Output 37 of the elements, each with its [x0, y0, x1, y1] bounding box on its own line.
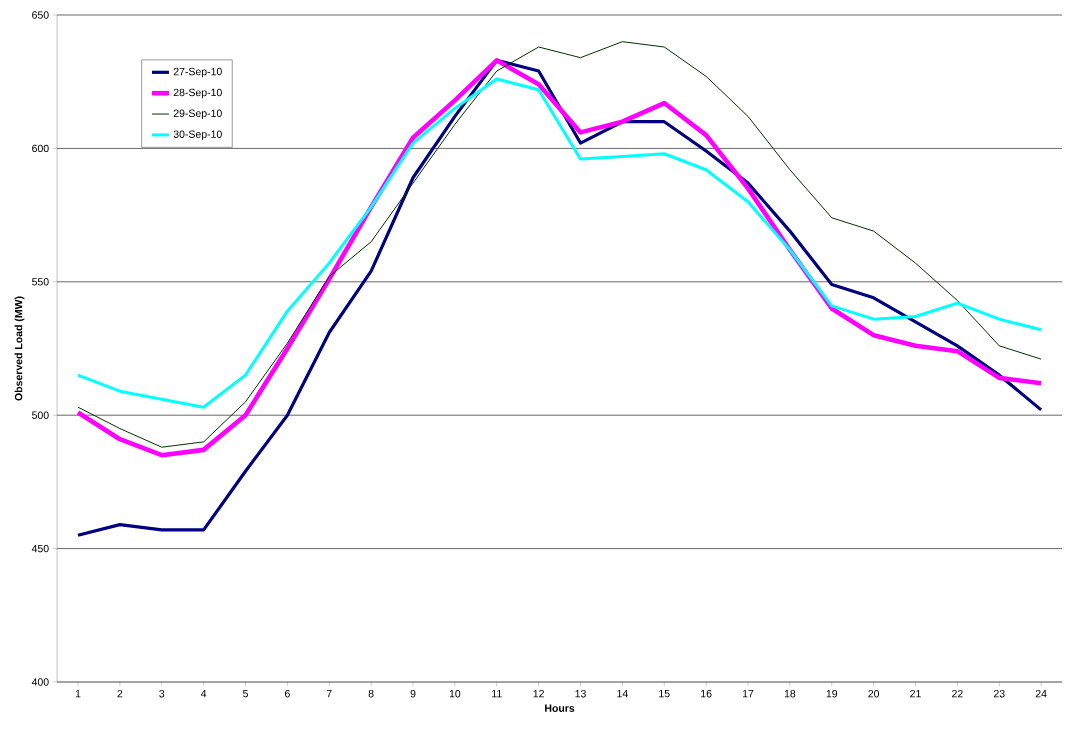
x-tick-label: 14	[617, 689, 628, 698]
x-tick-label: 21	[910, 689, 921, 698]
x-tick-label: 9	[410, 689, 416, 698]
x-tick-label: 12	[533, 689, 544, 698]
y-axis-title: Observed Load (MW)	[14, 296, 25, 401]
x-tick-label: 3	[159, 689, 165, 698]
y-tick-label: 450	[31, 544, 49, 553]
x-tick-label: 23	[993, 689, 1005, 698]
x-tick-label: 15	[659, 689, 670, 698]
x-tick-label: 22	[952, 689, 963, 698]
x-axis-title: Hours	[545, 704, 575, 712]
legend-label: 30-Sep-10	[173, 130, 222, 140]
x-tick-label: 16	[701, 689, 712, 698]
y-tick-label: 650	[32, 11, 49, 19]
y-tick-label: 400	[31, 678, 49, 686]
x-tick-label: 20	[868, 689, 880, 698]
x-tick-label: 4	[200, 689, 207, 698]
x-tick-label: 19	[826, 689, 838, 698]
x-tick-label: 6	[284, 689, 290, 698]
x-tick-label: 10	[449, 689, 461, 698]
line-series	[76, 77, 1043, 409]
x-tick-label: 2	[117, 689, 123, 698]
x-tick-label: 11	[492, 689, 502, 698]
legend-label: 29-Sep-10	[173, 109, 222, 120]
y-tick-label: 550	[32, 278, 49, 286]
x-tick-label: 18	[784, 689, 796, 698]
x-tick-label: 8	[368, 689, 374, 698]
x-tick-label: 13	[575, 689, 586, 698]
y-tick-label: 600	[32, 144, 49, 153]
legend-label: 27-Sep-10	[173, 67, 222, 78]
legend-label: 28-Sep-10	[173, 88, 222, 99]
x-tick-label: 5	[243, 689, 248, 698]
x-tick-label: 24	[1035, 689, 1047, 698]
y-tick-label: 500	[32, 411, 49, 419]
x-tick-label: 1	[75, 689, 81, 698]
x-tick-label: 17	[742, 689, 754, 698]
x-tick-label: 7	[326, 689, 332, 698]
